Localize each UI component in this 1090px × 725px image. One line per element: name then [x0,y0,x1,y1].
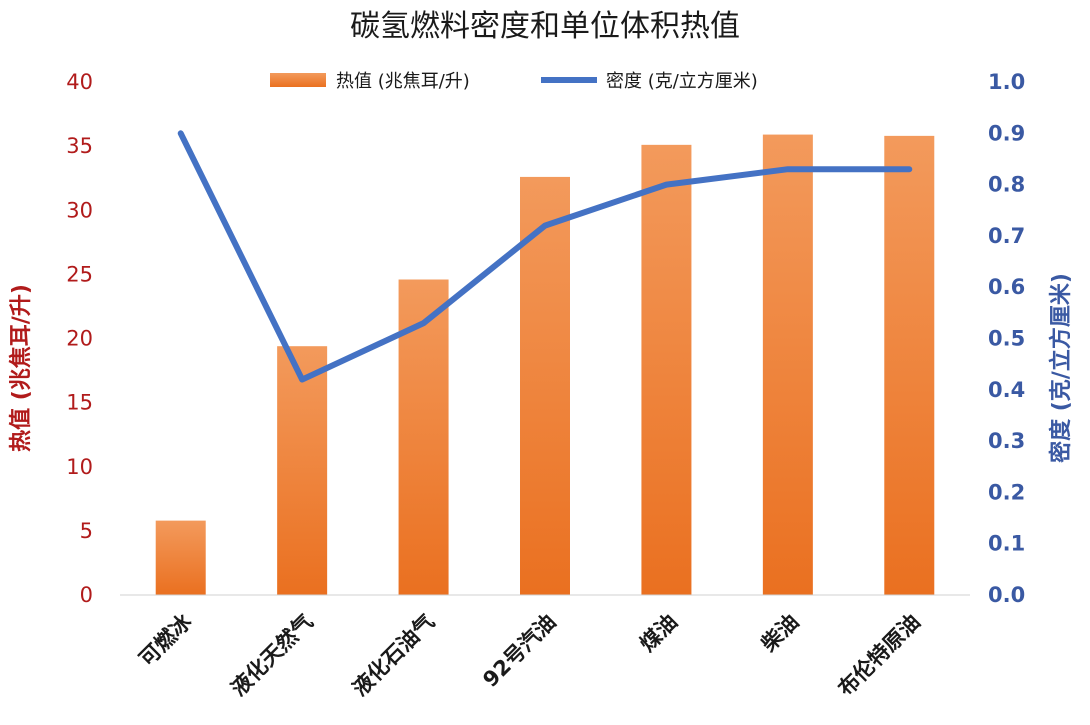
right-tick-label: 0.8 [988,173,1025,197]
bar [520,176,570,595]
bar [155,520,206,595]
left-tick-label: 30 [66,198,93,222]
left-tick-label: 25 [66,262,93,286]
category-label: 液化石油气 [348,610,439,701]
y-axis-left-title: 热值 (兆焦耳/升) [8,284,34,452]
legend-line-label: 密度 (克/立方厘米) [606,71,758,92]
right-tick-label: 0.2 [988,480,1025,504]
legend-bar-swatch [270,73,326,87]
right-axis-ticks: 0.0 0.1 0.2 0.3 0.4 0.5 0.6 0.7 0.8 0.9 1.0 [988,70,1025,607]
line-series [177,130,913,383]
left-tick-label: 0 [80,583,93,607]
right-tick-label: 0.9 [988,121,1025,145]
category-label: 布伦特原油 [834,610,925,701]
bar [641,144,692,595]
bar-series [155,134,935,596]
bar [884,135,935,596]
right-tick-label: 0.0 [988,583,1025,607]
y-axis-right-title: 密度 (克/立方厘米) [1048,273,1074,463]
left-tick-label: 40 [66,70,93,94]
right-tick-label: 0.6 [988,275,1025,299]
chart-title: 碳氢燃料密度和单位体积热值 [350,9,740,44]
bar [277,346,328,595]
right-tick-label: 1.0 [988,70,1025,94]
bar [762,134,813,595]
left-tick-label: 35 [66,134,93,158]
left-tick-label: 20 [66,327,93,351]
left-tick-label: 15 [66,391,93,415]
legend: 热值 (兆焦耳/升) 密度 (克/立方厘米) [270,71,758,92]
right-tick-label: 0.1 [988,532,1025,556]
right-tick-label: 0.3 [988,429,1025,453]
right-tick-label: 0.4 [988,378,1025,402]
bar [398,279,449,595]
legend-bar-label: 热值 (兆焦耳/升) [336,71,470,92]
left-tick-label: 5 [80,519,93,543]
category-label: 柴油 [756,610,803,657]
right-tick-label: 0.7 [988,224,1025,248]
category-labels: 可燃冰 液化天然气 液化石油气 92号汽油 煤油 柴油 布伦特原油 [135,609,925,701]
category-label: 煤油 [635,610,682,657]
left-tick-label: 10 [66,455,93,479]
category-label: 可燃冰 [135,609,197,671]
category-label: 液化天然气 [226,610,317,701]
left-axis-ticks: 0 5 10 15 20 25 30 35 40 [66,70,93,607]
right-tick-label: 0.5 [988,327,1025,351]
category-label: 92号汽油 [478,610,560,692]
